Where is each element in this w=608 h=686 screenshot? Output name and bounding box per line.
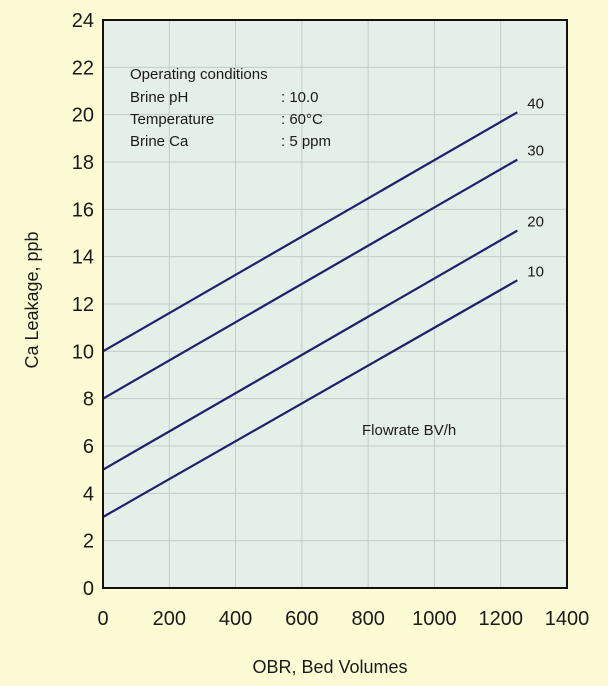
x-tick-label: 200 bbox=[153, 608, 186, 630]
annotation-title: Operating conditions bbox=[130, 66, 268, 83]
series-line-10 bbox=[102, 279, 518, 518]
y-tick-label: 24 bbox=[72, 10, 94, 32]
x-tick-label: 1000 bbox=[412, 608, 457, 630]
y-tick-label: 4 bbox=[83, 483, 94, 505]
series-label-10: 10 bbox=[527, 263, 544, 280]
x-tick-label: 800 bbox=[351, 608, 384, 630]
x-axis-ticks: 0 200 400 600 800 1000 1200 1400 bbox=[97, 608, 589, 630]
operating-conditions-annotation: Operating conditions Brine pH : 10.0 Tem… bbox=[130, 66, 331, 150]
series-label-20: 20 bbox=[527, 214, 544, 231]
y-tick-label: 8 bbox=[83, 389, 94, 411]
y-tick-label: 12 bbox=[72, 294, 94, 316]
x-tick-label: 0 bbox=[97, 608, 108, 630]
series-label-40: 40 bbox=[527, 95, 544, 112]
series-label-30: 30 bbox=[527, 143, 544, 160]
annotation-value-ph: : 10.0 bbox=[281, 89, 319, 106]
series-line-20 bbox=[102, 229, 518, 471]
series-line-30 bbox=[102, 158, 518, 400]
y-tick-label: 2 bbox=[83, 531, 94, 553]
x-tick-label: 1200 bbox=[478, 608, 523, 630]
y-tick-label: 20 bbox=[72, 105, 94, 127]
x-tick-label: 1400 bbox=[545, 608, 590, 630]
series-line-40 bbox=[102, 111, 518, 353]
flowrate-legend-title: Flowrate BV/h bbox=[362, 422, 456, 439]
y-tick-label: 22 bbox=[72, 57, 94, 79]
y-axis-label: Ca Leakage, ppb bbox=[22, 231, 42, 368]
x-tick-label: 400 bbox=[219, 608, 252, 630]
annotation-value-brine-ca: : 5 ppm bbox=[281, 133, 331, 150]
annotation-label-ph: Brine pH bbox=[130, 89, 188, 106]
y-tick-label: 16 bbox=[72, 199, 94, 221]
y-tick-label: 6 bbox=[83, 436, 94, 458]
series-labels: 40 30 20 10 bbox=[527, 95, 544, 280]
series-lines bbox=[102, 111, 518, 518]
annotation-value-temperature: : 60°C bbox=[281, 111, 323, 128]
y-tick-label: 14 bbox=[72, 247, 94, 269]
y-tick-label: 0 bbox=[83, 578, 94, 600]
x-tick-label: 600 bbox=[285, 608, 318, 630]
y-tick-label: 10 bbox=[72, 341, 94, 363]
plot-frame bbox=[102, 19, 568, 589]
annotation-label-brine-ca: Brine Ca bbox=[130, 133, 189, 150]
annotation-label-temperature: Temperature bbox=[130, 111, 214, 128]
y-tick-label: 18 bbox=[72, 152, 94, 174]
x-axis-label: OBR, Bed Volumes bbox=[252, 657, 407, 677]
